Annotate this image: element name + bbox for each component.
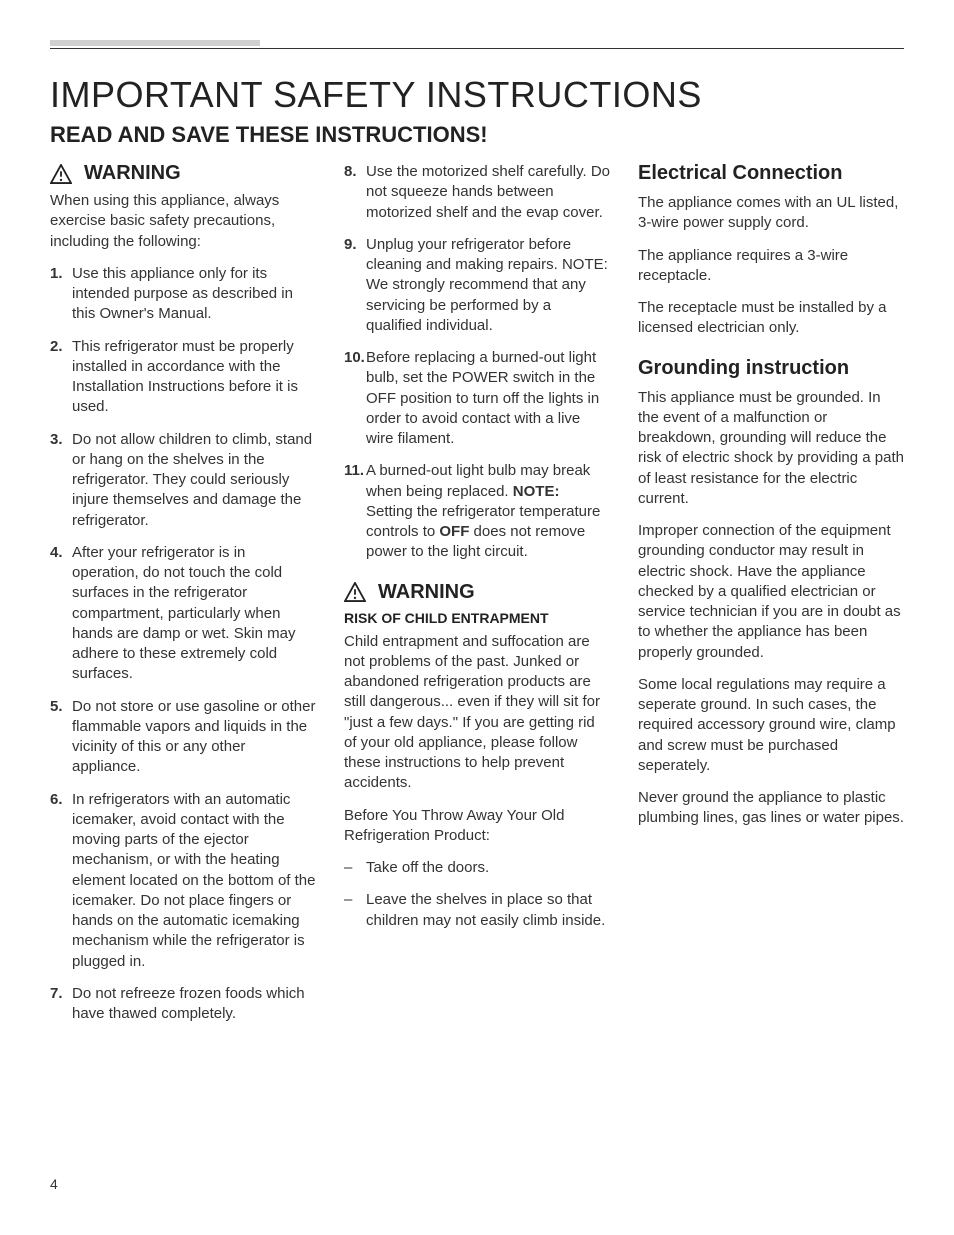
col1-intro: When using this appliance, always exerci… [50, 191, 316, 252]
elec-para-2: The appliance requires a 3-wire receptac… [638, 246, 904, 287]
list-item: 9.Unplug your refrigerator before cleani… [366, 235, 610, 336]
list-item-text: Use this appliance only for its intended… [72, 265, 293, 323]
list-item: 2.This refrigerator must be properly ins… [72, 337, 316, 418]
list-item: 10.Before replacing a burned-out light b… [366, 348, 610, 449]
column-2: 8.Use the motorized shelf carefully. Do … [344, 162, 610, 1036]
risk-bullets: Take off the doors. Leave the shelves in… [344, 858, 610, 931]
list-item-text: Use the motorized shelf carefully. Do no… [366, 163, 610, 221]
ground-para-2: Improper connection of the equipment gro… [638, 521, 904, 663]
column-3: Electrical Connection The appliance come… [638, 162, 904, 1036]
list-item: Leave the shelves in place so that child… [366, 890, 610, 931]
list-item: Take off the doors. [366, 858, 610, 878]
col1-list: 1.Use this appliance only for its intend… [50, 264, 316, 1025]
warning-icon [50, 164, 72, 184]
list-item: 7.Do not refreeze frozen foods which hav… [72, 984, 316, 1025]
col2-list: 8.Use the motorized shelf carefully. Do … [344, 162, 610, 563]
risk-para-1: Child entrapment and suffocation are not… [344, 632, 610, 794]
ground-para-3: Some local regulations may require a sep… [638, 675, 904, 776]
risk-heading: RISK OF CHILD ENTRAPMENT [344, 610, 610, 626]
list-item-text: Unplug your refrigerator before cleaning… [366, 236, 608, 334]
content-columns: WARNING When using this appliance, alway… [50, 162, 904, 1036]
ground-para-1: This appliance must be grounded. In the … [638, 388, 904, 510]
list-item-text: After your refrigerator is in operation,… [72, 544, 295, 683]
item11-note: NOTE: [513, 483, 560, 500]
list-item: 3.Do not allow children to climb, stand … [72, 430, 316, 531]
main-title: IMPORTANT SAFETY INSTRUCTIONS [50, 74, 904, 116]
list-item-text: This refrigerator must be properly insta… [72, 338, 298, 416]
warning-heading-2: WARNING [344, 581, 610, 604]
risk-para-2: Before You Throw Away Your Old Refrigera… [344, 806, 610, 847]
warning-heading-1: WARNING [50, 162, 316, 185]
list-item: 4.After your refrigerator is in operatio… [72, 543, 316, 685]
header-accent-bar [50, 40, 260, 46]
elec-para-3: The receptacle must be installed by a li… [638, 298, 904, 339]
electrical-heading: Electrical Connection [638, 162, 904, 185]
page-number: 4 [50, 1176, 904, 1192]
list-item: 8.Use the motorized shelf carefully. Do … [366, 162, 610, 223]
warning-label-2: WARNING [378, 581, 475, 604]
list-item: 1.Use this appliance only for its intend… [72, 264, 316, 325]
ground-para-4: Never ground the appliance to plastic pl… [638, 788, 904, 829]
list-item-text: Do not refreeze frozen foods which have … [72, 985, 305, 1022]
elec-para-1: The appliance comes with an UL listed, 3… [638, 193, 904, 234]
item11-off: OFF [439, 523, 469, 540]
header-rule [50, 48, 904, 49]
list-item-text: In refrigerators with an automatic icema… [72, 791, 316, 970]
column-1: WARNING When using this appliance, alway… [50, 162, 316, 1036]
list-item-text: Before replacing a burned-out light bulb… [366, 349, 599, 447]
list-item-text: A burned-out light bulb may break when b… [366, 462, 600, 560]
list-item-text: Do not allow children to climb, stand or… [72, 431, 312, 529]
warning-icon [344, 582, 366, 602]
list-item: 6.In refrigerators with an automatic ice… [72, 790, 316, 972]
list-item: 11.A burned-out light bulb may break whe… [366, 461, 610, 562]
grounding-heading: Grounding instruction [638, 357, 904, 380]
warning-label-1: WARNING [84, 162, 181, 185]
subtitle: READ AND SAVE THESE INSTRUCTIONS! [50, 122, 904, 148]
list-item: 5.Do not store or use gasoline or other … [72, 697, 316, 778]
list-item-text: Do not store or use gasoline or other fl… [72, 698, 315, 776]
